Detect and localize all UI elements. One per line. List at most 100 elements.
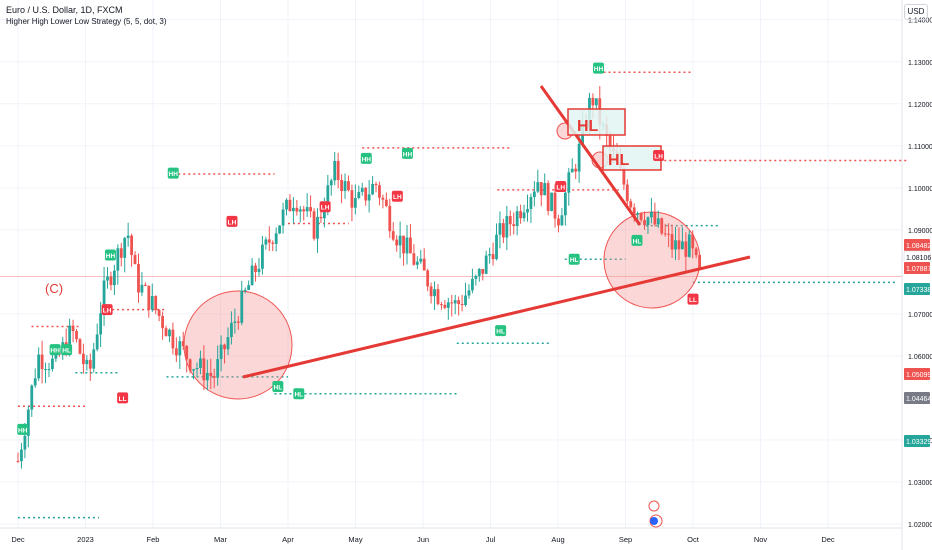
candle — [419, 258, 423, 262]
y-tick-label: 1.13000 — [908, 60, 932, 67]
candle — [75, 331, 78, 340]
swing-label-badge — [555, 181, 567, 193]
candle — [192, 369, 195, 371]
candle — [85, 359, 89, 365]
swing-label-badge — [401, 147, 413, 159]
candle — [557, 218, 560, 226]
candle — [532, 191, 536, 198]
candle — [643, 220, 646, 226]
hl-annotation-box — [602, 145, 662, 171]
candle — [364, 187, 368, 201]
candle — [691, 234, 695, 249]
candle — [329, 180, 333, 186]
candle — [512, 224, 516, 227]
x-tick-label: Dec — [11, 535, 25, 544]
candle — [381, 197, 385, 200]
swing-label-text: HL — [633, 238, 642, 245]
swing-label-text: LH — [103, 308, 112, 315]
event-marker-icon[interactable] — [648, 500, 660, 512]
swing-label-badge — [495, 325, 507, 337]
x-tick-label: Aug — [551, 535, 564, 544]
y-tick-label: 1.03000 — [908, 480, 932, 487]
hl-annotation-text: HL — [577, 118, 599, 135]
candle — [309, 207, 313, 212]
candle — [157, 310, 161, 316]
candle — [495, 234, 498, 260]
candle — [223, 344, 226, 350]
indicator-label[interactable]: Higher High Lower Low Strategy (5, 5, do… — [6, 17, 167, 26]
swing-label-badge — [272, 381, 284, 393]
y-tick-label: 1.10000 — [908, 186, 932, 193]
candle — [257, 268, 261, 272]
x-tick-label: Feb — [147, 535, 160, 544]
swing-label-text: HH — [362, 156, 372, 163]
candle — [508, 216, 512, 225]
x-tick-label: Jun — [417, 535, 429, 544]
candle — [278, 225, 282, 234]
candle — [95, 334, 99, 350]
candle — [312, 211, 316, 239]
candle — [274, 233, 278, 244]
candle — [16, 460, 20, 462]
swing-label-text: HH — [403, 151, 413, 158]
candle — [92, 349, 96, 369]
swing-label-badge — [593, 62, 604, 74]
swing-label-text: HL — [274, 385, 283, 392]
candle — [391, 231, 395, 240]
candle — [350, 190, 354, 208]
chart-title: Euro / U.S. Dollar, 1D, FXCM — [6, 5, 123, 15]
candle — [261, 244, 264, 269]
candle — [422, 258, 426, 271]
candle — [677, 240, 681, 250]
candle — [667, 233, 671, 235]
wave-c-label: (C) — [45, 281, 63, 296]
candle — [271, 242, 275, 244]
candle — [474, 275, 478, 279]
candle — [574, 168, 578, 172]
hl-annotation-text: HL — [608, 152, 630, 169]
candle — [560, 215, 564, 226]
x-tick-label: Jul — [486, 535, 496, 544]
swing-label-text: HH — [50, 348, 60, 355]
candle — [322, 211, 326, 219]
swing-label-text: LL — [119, 396, 127, 403]
candle — [219, 344, 223, 360]
price-tag-text: 1.08482 — [906, 243, 931, 250]
candle — [670, 234, 674, 250]
currency-badge[interactable]: USD — [904, 4, 928, 20]
candle — [402, 235, 405, 254]
candle — [464, 295, 467, 305]
candle — [409, 237, 412, 254]
candle — [68, 325, 72, 353]
price-tag — [904, 283, 930, 295]
swing-label-text: LL — [689, 297, 697, 304]
swing-label-text: HH — [18, 427, 28, 434]
swing-label-badge — [653, 149, 665, 161]
candle — [168, 329, 171, 337]
candle — [453, 300, 457, 304]
candle — [285, 199, 288, 210]
swing-label-badge — [49, 344, 61, 356]
price-tag — [904, 368, 930, 380]
candle — [333, 160, 337, 181]
candle — [505, 216, 509, 238]
y-tick-label: 1.11000 — [908, 144, 932, 151]
candle — [37, 354, 41, 379]
y-tick-label: 1.02000 — [908, 522, 932, 529]
candle — [450, 302, 454, 304]
candle — [147, 285, 151, 310]
candle — [608, 135, 612, 148]
y-tick-label: 1.06000 — [908, 354, 932, 361]
candle — [653, 211, 657, 225]
candle — [687, 234, 691, 257]
candle — [305, 207, 309, 212]
candle — [577, 143, 581, 172]
candle — [591, 97, 595, 106]
x-tick-label: Sep — [619, 535, 632, 544]
candle — [481, 269, 485, 274]
swing-label-badge — [631, 234, 643, 246]
candle — [78, 339, 82, 354]
event-marker-dot-icon — [650, 517, 658, 525]
candle — [398, 235, 402, 246]
